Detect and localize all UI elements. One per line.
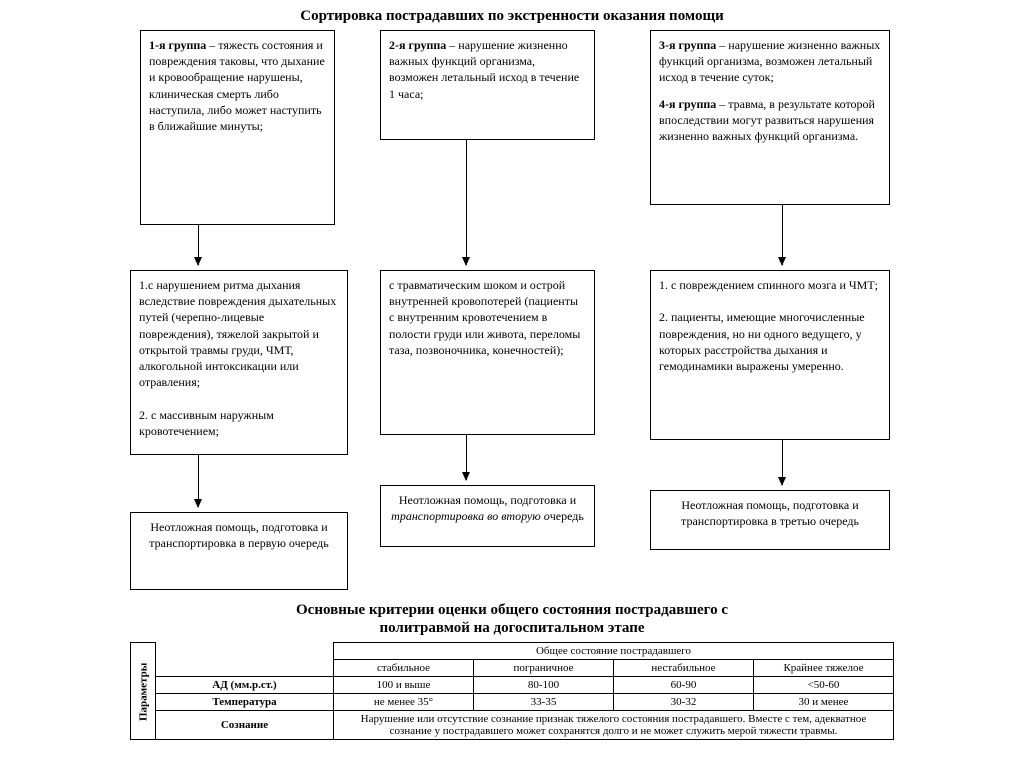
col-h3: нестабильное bbox=[614, 660, 754, 677]
r1c3: 60-90 bbox=[614, 677, 754, 694]
r2c2: 33-35 bbox=[474, 694, 614, 711]
action2-p1: Неотложная помощь, подготовка и bbox=[399, 493, 576, 507]
row3-label: Сознание bbox=[156, 711, 334, 740]
group1-text: – тяжесть состояния и повреждения таковы… bbox=[149, 38, 325, 133]
table-top-header: Общее состояние пострадавшего bbox=[334, 643, 894, 660]
row1-label: АД (мм.р.ст.) bbox=[156, 677, 334, 694]
box-action2: Неотложная помощь, подготовка и транспор… bbox=[380, 485, 595, 547]
section2-title-line1: Основные критерии оценки общего состояни… bbox=[0, 602, 1024, 619]
box-action3: Неотложная помощь, подготовка и транспор… bbox=[650, 490, 890, 550]
r1c1: 100 и выше bbox=[334, 677, 474, 694]
col-h4: Крайнее тяжелое bbox=[754, 660, 894, 677]
page-title: Сортировка пострадавших по экстренности … bbox=[0, 8, 1024, 25]
box-group2: 2-я группа – нарушение жизненно важных ф… bbox=[380, 30, 595, 140]
r1c4: <50-60 bbox=[754, 677, 894, 694]
action2-italic: транспортировка во вторую о bbox=[391, 509, 550, 523]
criteria-table: Параметры Общее состояние пострадавшего … bbox=[130, 642, 894, 740]
box-group1: 1-я группа – тяжесть состояния и поврежд… bbox=[140, 30, 335, 225]
group2-bold: 2-я группа bbox=[389, 38, 446, 52]
r2c1: не менее 35° bbox=[334, 694, 474, 711]
action2-p2: чередь bbox=[550, 509, 584, 523]
arrow-1-3 bbox=[782, 205, 783, 265]
group1-bold: 1-я группа bbox=[149, 38, 206, 52]
r2c4: 30 и менее bbox=[754, 694, 894, 711]
table-vlabel: Параметры bbox=[131, 643, 156, 740]
box-action1: Неотложная помощь, подготовка и транспор… bbox=[130, 512, 348, 590]
arrow-1-2 bbox=[466, 140, 467, 265]
group4-bold: 4-я группа bbox=[659, 97, 716, 111]
box-group34: 3-я группа – нарушение жизненно важных ф… bbox=[650, 30, 890, 205]
arrow-2-2 bbox=[466, 435, 467, 480]
col-h2: пограничное bbox=[474, 660, 614, 677]
box-detail2: с травматическим шоком и острой внутренн… bbox=[380, 270, 595, 435]
row3-merged: Нарушение или отсутствие сознание призна… bbox=[334, 711, 894, 740]
col-h1: стабильное bbox=[334, 660, 474, 677]
box-detail1: 1.с нарушением ритма дыхания вследствие … bbox=[130, 270, 348, 455]
arrow-2-1 bbox=[198, 455, 199, 507]
row2-label: Температура bbox=[156, 694, 334, 711]
arrow-2-3 bbox=[782, 440, 783, 485]
section2-title-line2: политравмой на догоспитальном этапе bbox=[0, 620, 1024, 637]
r1c2: 80-100 bbox=[474, 677, 614, 694]
arrow-1-1 bbox=[198, 225, 199, 265]
box-detail3: 1. с повреждением спинного мозга и ЧМТ; … bbox=[650, 270, 890, 440]
r2c3: 30-32 bbox=[614, 694, 754, 711]
group3-bold: 3-я группа bbox=[659, 38, 716, 52]
